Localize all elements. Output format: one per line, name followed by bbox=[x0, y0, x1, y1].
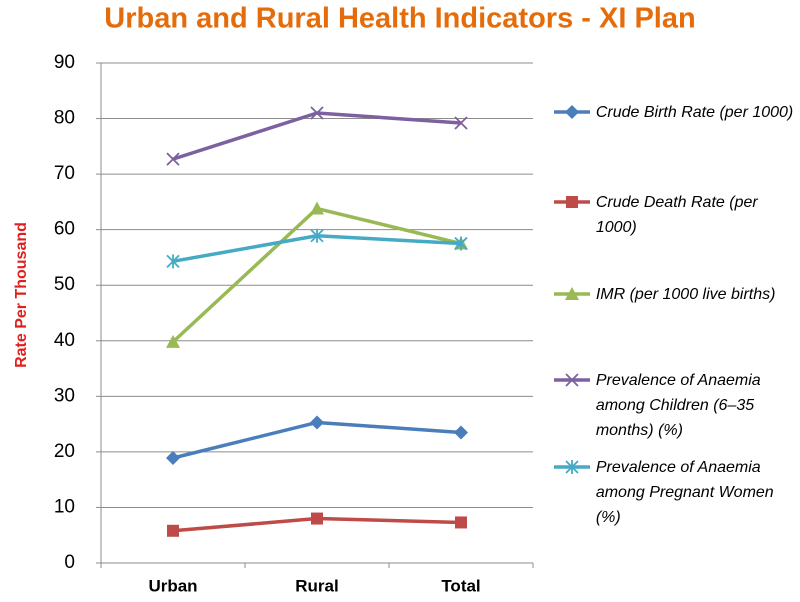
point bbox=[454, 425, 468, 440]
x-tick-label: Total bbox=[441, 576, 480, 595]
series bbox=[167, 512, 467, 537]
legend-entry: Crude Death Rate (per 1000) bbox=[552, 190, 800, 240]
y-tick-label: 70 bbox=[54, 163, 75, 184]
legend-label: IMR (per 1000 live births) bbox=[595, 286, 776, 303]
point bbox=[166, 334, 180, 348]
y-tick-label: 40 bbox=[54, 330, 75, 351]
legend-marker bbox=[565, 105, 579, 119]
point bbox=[455, 516, 467, 529]
point bbox=[310, 106, 324, 120]
legend-marker bbox=[566, 196, 578, 208]
legend-entry: Prevalence of Anaemia among Pregnant Wom… bbox=[552, 455, 800, 530]
point bbox=[166, 451, 180, 465]
y-tick-label: 90 bbox=[54, 52, 75, 73]
point bbox=[311, 512, 323, 525]
line bbox=[171, 206, 462, 344]
legend-label: Prevalence of Anaemia among Children (6–… bbox=[595, 372, 761, 439]
point bbox=[454, 236, 468, 251]
y-tick-label: 20 bbox=[54, 441, 75, 462]
legend-marker bbox=[565, 287, 579, 300]
chart-title: Urban and Rural Health Indicators - XI P… bbox=[104, 3, 695, 35]
point bbox=[166, 254, 180, 269]
legend-swatch bbox=[554, 196, 590, 208]
legend-swatch bbox=[554, 460, 590, 474]
y-tick-label: 30 bbox=[54, 385, 75, 406]
legend-entry: Prevalence of Anaemia among Children (6–… bbox=[552, 368, 800, 443]
series bbox=[166, 228, 468, 269]
series bbox=[166, 201, 468, 348]
series bbox=[166, 415, 468, 465]
legend-entry: Crude Birth Rate (per 1000) bbox=[552, 100, 800, 125]
y-tick-label: 80 bbox=[54, 108, 75, 129]
point bbox=[167, 524, 179, 537]
y-tick-label: 10 bbox=[54, 496, 75, 517]
legend-swatch bbox=[554, 373, 590, 387]
legend-entry: IMR (per 1000 live births) bbox=[552, 282, 800, 307]
series bbox=[166, 106, 468, 166]
point bbox=[310, 228, 324, 243]
y-tick-label: 60 bbox=[54, 219, 75, 240]
point bbox=[454, 116, 468, 130]
x-tick-label: Urban bbox=[148, 576, 197, 595]
point bbox=[166, 152, 180, 166]
line bbox=[172, 111, 462, 161]
legend-swatch bbox=[554, 105, 590, 119]
y-tick-label: 0 bbox=[64, 552, 75, 573]
legend-swatch bbox=[554, 287, 590, 300]
legend-marker bbox=[565, 460, 579, 474]
legend-label: Crude Death Rate (per 1000) bbox=[595, 194, 758, 236]
legend-label: Crude Birth Rate (per 1000) bbox=[595, 104, 794, 121]
legend-marker bbox=[565, 373, 579, 387]
point bbox=[310, 201, 324, 215]
x-tick-label: Rural bbox=[295, 576, 338, 595]
y-axis-label: Rate Per Thousand bbox=[13, 222, 30, 368]
y-tick-label: 50 bbox=[54, 274, 75, 295]
point bbox=[310, 415, 324, 430]
legend-label: Prevalence of Anaemia among Pregnant Wom… bbox=[595, 459, 774, 526]
